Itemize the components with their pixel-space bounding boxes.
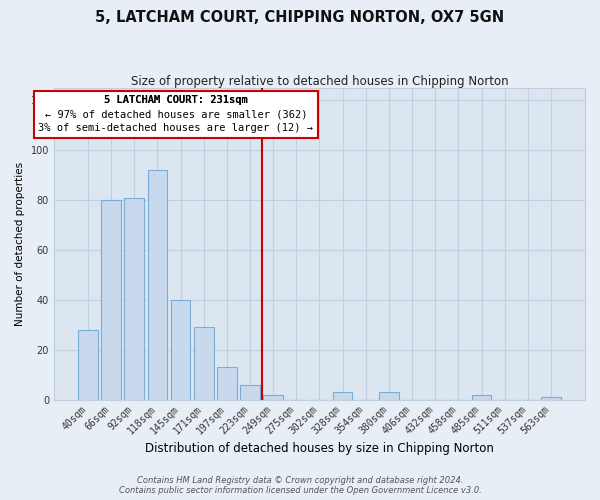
X-axis label: Distribution of detached houses by size in Chipping Norton: Distribution of detached houses by size … — [145, 442, 494, 455]
Text: Contains HM Land Registry data © Crown copyright and database right 2024.
Contai: Contains HM Land Registry data © Crown c… — [119, 476, 481, 495]
Text: 5, LATCHAM COURT, CHIPPING NORTON, OX7 5GN: 5, LATCHAM COURT, CHIPPING NORTON, OX7 5… — [95, 10, 505, 25]
Bar — [124, 198, 144, 400]
Bar — [194, 328, 214, 400]
Bar — [263, 394, 283, 400]
Bar — [379, 392, 399, 400]
Y-axis label: Number of detached properties: Number of detached properties — [15, 162, 25, 326]
Bar — [148, 170, 167, 400]
Text: 5 LATCHAM COURT: 231sqm: 5 LATCHAM COURT: 231sqm — [104, 96, 248, 106]
Bar — [472, 394, 491, 400]
Text: 5 LATCHAM COURT: 231sqm
← 97% of detached houses are smaller (362)
3% of semi-de: 5 LATCHAM COURT: 231sqm ← 97% of detache… — [38, 96, 313, 134]
Bar — [78, 330, 98, 400]
Title: Size of property relative to detached houses in Chipping Norton: Size of property relative to detached ho… — [131, 75, 508, 88]
Bar — [333, 392, 352, 400]
Bar — [217, 367, 236, 400]
Bar — [240, 384, 260, 400]
Bar — [101, 200, 121, 400]
Bar — [541, 397, 561, 400]
Bar — [170, 300, 190, 400]
